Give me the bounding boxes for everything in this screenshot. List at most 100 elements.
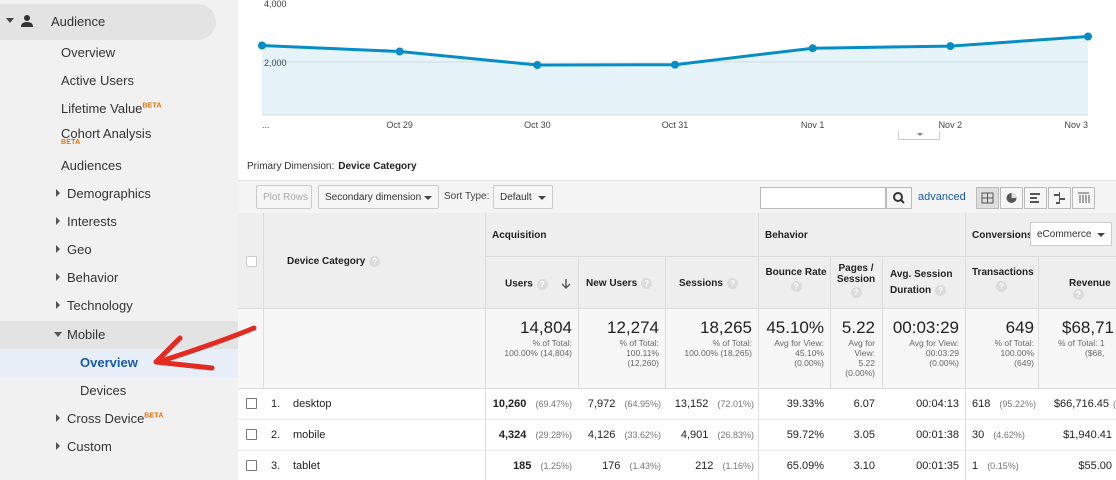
sidebar-item-overview[interactable]: Overview <box>0 39 238 67</box>
help-icon[interactable]: ? <box>1073 289 1084 300</box>
help-icon[interactable]: ? <box>790 281 802 292</box>
sidebar-item-label: Overview <box>61 45 116 60</box>
data-point[interactable] <box>395 47 404 56</box>
sidebar-item-label: Active Users <box>61 73 134 88</box>
chevron-right-icon <box>56 217 60 225</box>
divider <box>238 419 1116 420</box>
divider <box>263 213 264 388</box>
row-checkbox[interactable] <box>246 398 257 409</box>
sidebar-item-audience[interactable]: Audience <box>0 4 216 40</box>
data-point[interactable] <box>258 41 266 50</box>
column-header-users[interactable]: Users? <box>505 278 571 290</box>
total-transactions: 649 % of Total: 100.00% (649) <box>994 318 1034 368</box>
column-header-bounce-rate[interactable]: Bounce Rate? <box>765 267 827 292</box>
divider <box>830 256 831 388</box>
sidebar-item-cross-device[interactable]: Cross DeviceBETA <box>0 405 238 433</box>
sidebar-item-behavior[interactable]: Behavior <box>0 264 238 292</box>
sidebar-item-devices[interactable]: Devices <box>0 377 238 405</box>
help-icon[interactable]: ? <box>641 278 653 289</box>
sidebar-item-geo[interactable]: Geo <box>0 236 238 264</box>
data-point[interactable] <box>671 60 679 69</box>
conversions-goal-dropdown[interactable]: eCommerce <box>1030 222 1112 246</box>
data-point[interactable] <box>808 44 817 53</box>
help-icon[interactable]: ? <box>850 287 862 298</box>
pivot-view-button[interactable] <box>1072 187 1095 209</box>
column-header-transactions[interactable]: Transactions? <box>972 267 1034 292</box>
row-users: 10,260 (69.47%) <box>492 398 572 410</box>
row-device-name[interactable]: mobile <box>293 429 326 441</box>
help-icon[interactable]: ? <box>369 256 381 267</box>
annotation-arrow-icon <box>153 325 257 371</box>
help-icon[interactable]: ? <box>996 281 1007 292</box>
sidebar-item-custom[interactable]: Custom <box>0 433 238 461</box>
row-bounce-rate: 59.72% <box>786 429 824 441</box>
performance-view-button[interactable] <box>1024 187 1047 209</box>
sidebar-item-cohort-analysis[interactable]: Cohort Analysis BETA <box>0 121 238 153</box>
row-transactions: 1 (0.15%) <box>972 460 1019 472</box>
row-bounce-rate: 39.33% <box>786 398 824 410</box>
data-point[interactable] <box>1084 32 1092 41</box>
table-search-input[interactable] <box>760 187 886 209</box>
sidebar-item-mobile[interactable]: Mobile <box>0 321 238 349</box>
x-tick-label: ... <box>262 120 270 130</box>
column-header-new-users[interactable]: New Users? <box>586 278 653 289</box>
data-point[interactable] <box>533 61 542 69</box>
divider <box>1038 256 1039 388</box>
row-sessions: 13,152 (72.01%) <box>674 398 754 410</box>
column-header-pages-session[interactable]: Pages / Session? <box>836 263 876 298</box>
sidebar-item-audiences[interactable]: Audiences <box>0 152 238 180</box>
pie-chart-icon <box>1006 193 1017 203</box>
row-device-name[interactable]: desktop <box>293 398 332 410</box>
pie-view-button[interactable] <box>1000 187 1023 209</box>
x-axis-ticks: ... Oct 29 Oct 30 Oct 31 Nov 1 Nov 2 Nov 3 <box>262 120 1088 130</box>
sort-type-label: Sort Type: <box>444 191 490 202</box>
sidebar-item-active-users[interactable]: Active Users <box>0 67 238 95</box>
divider <box>882 256 883 388</box>
row-avg-session-duration: 00:01:35 <box>916 460 959 472</box>
data-point[interactable] <box>946 42 955 51</box>
secondary-dimension-dropdown[interactable]: Secondary dimension <box>318 185 439 209</box>
table-view-button[interactable] <box>976 187 999 209</box>
row-sessions: 4,901 (26.83%) <box>680 429 754 441</box>
row-checkbox[interactable] <box>246 429 257 440</box>
plot-rows-button[interactable]: Plot Rows <box>256 185 312 209</box>
x-tick-label: Oct 30 <box>524 120 551 130</box>
column-header-sessions[interactable]: Sessions? <box>679 278 738 289</box>
row-avg-session-duration: 00:01:38 <box>916 429 959 441</box>
total-pages-session: 5.22 Avg for View: 5.22 (0.00%) <box>841 318 875 378</box>
sidebar-item-lifetime-value[interactable]: Lifetime ValueBETA <box>0 95 238 123</box>
button-label: Default <box>500 192 532 203</box>
chart-expander-handle[interactable] <box>898 131 940 140</box>
chevron-right-icon <box>56 189 60 197</box>
y-tick-label: 4,000 <box>264 0 287 9</box>
column-header-revenue[interactable]: Revenue? <box>1069 278 1111 300</box>
divider <box>238 450 1116 451</box>
select-all-checkbox[interactable] <box>246 256 257 267</box>
pivot-icon <box>1078 192 1090 203</box>
sidebar-item-demographics[interactable]: Demographics <box>0 180 238 208</box>
row-checkbox[interactable] <box>246 460 257 471</box>
primary-dimension-value[interactable]: Device Category <box>338 161 417 172</box>
x-tick-label: Nov 2 <box>939 120 963 130</box>
chevron-right-icon <box>56 273 60 281</box>
help-icon[interactable]: ? <box>536 278 548 290</box>
row-index: 2. <box>271 429 281 441</box>
sidebar-item-interests[interactable]: Interests <box>0 208 238 236</box>
total-bounce-rate: 45.10% Avg for View: 45.10% (0.00%) <box>766 318 824 368</box>
sort-type-dropdown[interactable]: Default <box>493 185 553 209</box>
advanced-link[interactable]: advanced <box>918 191 966 203</box>
row-device-name[interactable]: tablet <box>293 460 320 472</box>
button-label: Secondary dimension <box>325 192 422 203</box>
search-button[interactable] <box>886 187 912 209</box>
divider <box>758 213 759 480</box>
help-icon[interactable]: ? <box>726 278 738 289</box>
y-tick-label: 2,000 <box>264 58 287 68</box>
help-icon[interactable]: ? <box>935 284 947 296</box>
column-header-device-category[interactable]: Device Category? <box>287 256 381 267</box>
comparison-view-button[interactable] <box>1048 187 1071 209</box>
chevron-down-icon <box>54 332 62 337</box>
row-avg-session-duration: 00:04:13 <box>916 398 959 410</box>
column-header-avg-session-duration[interactable]: Avg. Session Duration? <box>890 269 953 296</box>
sidebar-item-technology[interactable]: Technology <box>0 292 238 320</box>
sidebar-item-mobile-overview[interactable]: Overview <box>0 349 238 377</box>
